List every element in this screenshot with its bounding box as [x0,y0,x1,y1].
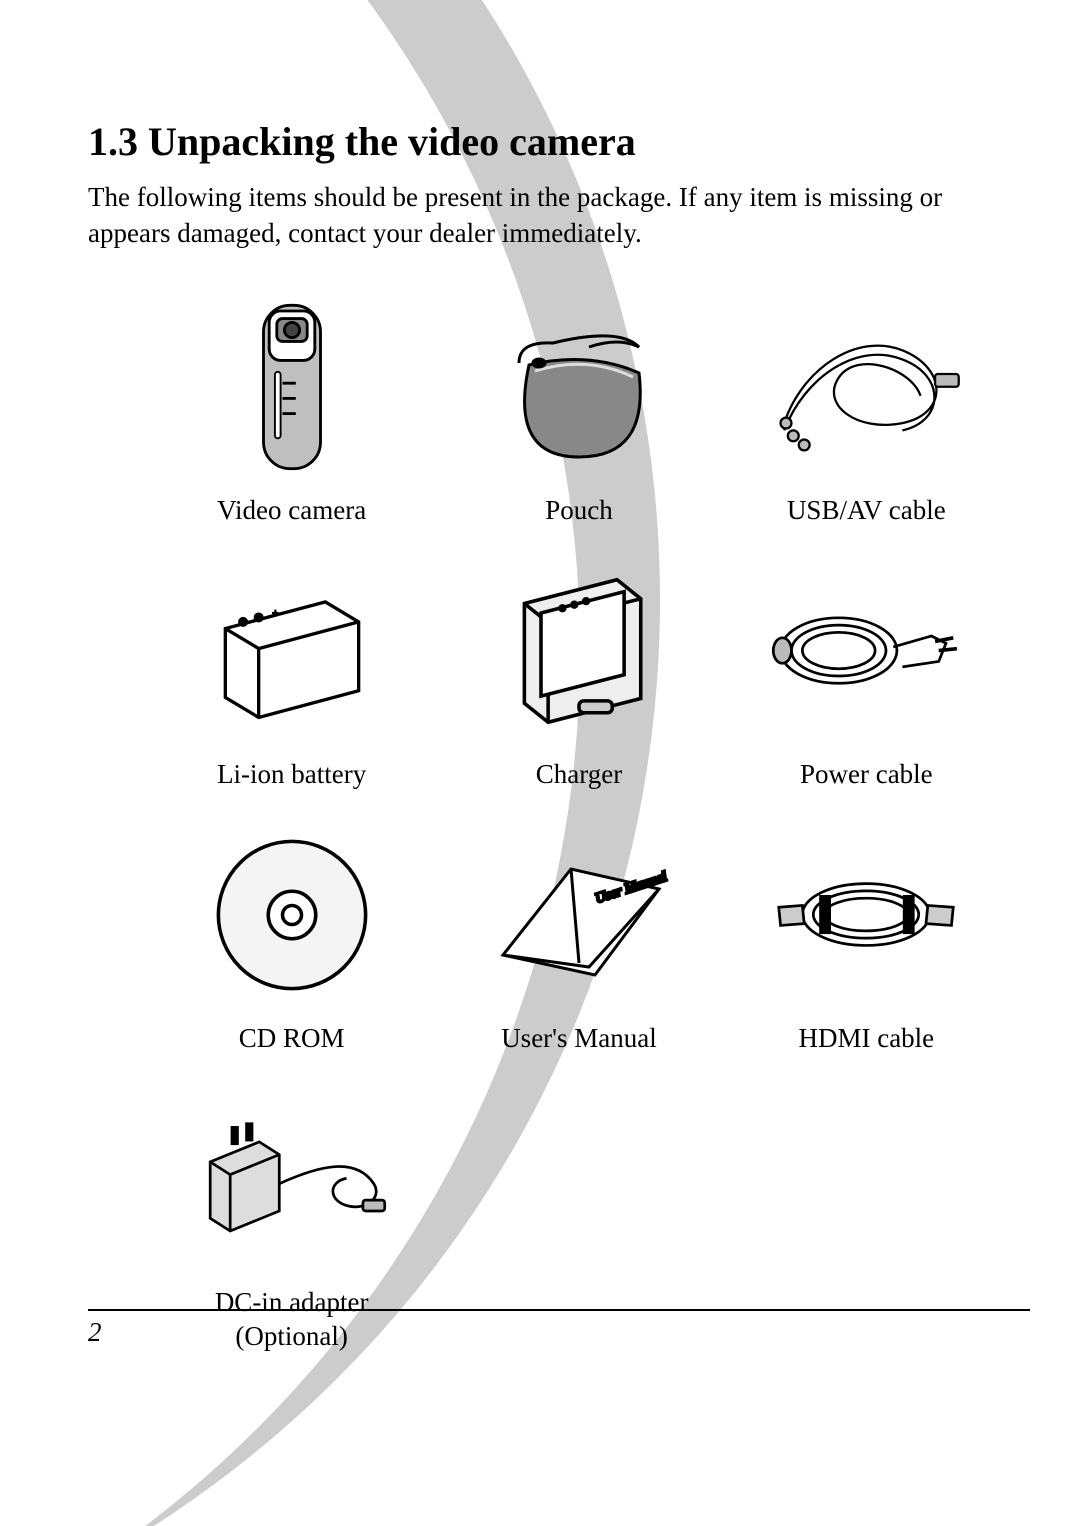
item-label: HDMI cable [798,1022,934,1056]
content-block: 1.3 Unpacking the video camera The follo… [88,118,1030,1371]
power-cable-icon [766,556,966,746]
intro-paragraph: The following items should be present in… [88,179,1030,252]
item-hdmi-cable: HDMI cable [733,820,1000,1074]
pouch-icon [479,292,679,482]
item-usb-av-cable: USB/AV cable [733,292,1000,546]
item-li-ion-battery: Li-ion battery [158,556,425,810]
item-label: User's Manual [501,1022,657,1056]
section-heading: 1.3 Unpacking the video camera [88,118,1030,165]
item-dc-in-adapter: DC-in adapter (Optional) [158,1084,425,1372]
usb-av-cable-icon [766,292,966,482]
item-label: CD ROM [239,1022,345,1056]
item-charger: Charger [445,556,712,810]
footer-rule [88,1309,1030,1311]
item-label: USB/AV cable [787,494,946,528]
item-cd-rom: CD ROM [158,820,425,1074]
dc-adapter-icon [192,1084,392,1274]
item-users-manual: User Manual User's Manual [445,820,712,1074]
item-label: DC-in adapter (Optional) [215,1286,369,1354]
item-label: Li-ion battery [217,758,366,792]
item-pouch: Pouch [445,292,712,546]
item-label: Pouch [545,494,613,528]
item-label: Video camera [217,494,366,528]
manual-icon: User Manual [479,820,679,1010]
charger-icon [479,556,679,746]
items-grid: Video camera Pouch [158,292,1000,1372]
item-power-cable: Power cable [733,556,1000,810]
hdmi-cable-icon [766,820,966,1010]
video-camera-icon [192,292,392,482]
empty-cell [733,1084,1000,1372]
empty-cell [445,1084,712,1372]
cd-rom-icon [192,820,392,1010]
item-video-camera: Video camera [158,292,425,546]
item-label: Charger [536,758,622,792]
battery-icon [192,556,392,746]
item-label: Power cable [800,758,933,792]
page: 1.3 Unpacking the video camera The follo… [0,0,1080,1526]
page-number: 2 [88,1317,102,1348]
